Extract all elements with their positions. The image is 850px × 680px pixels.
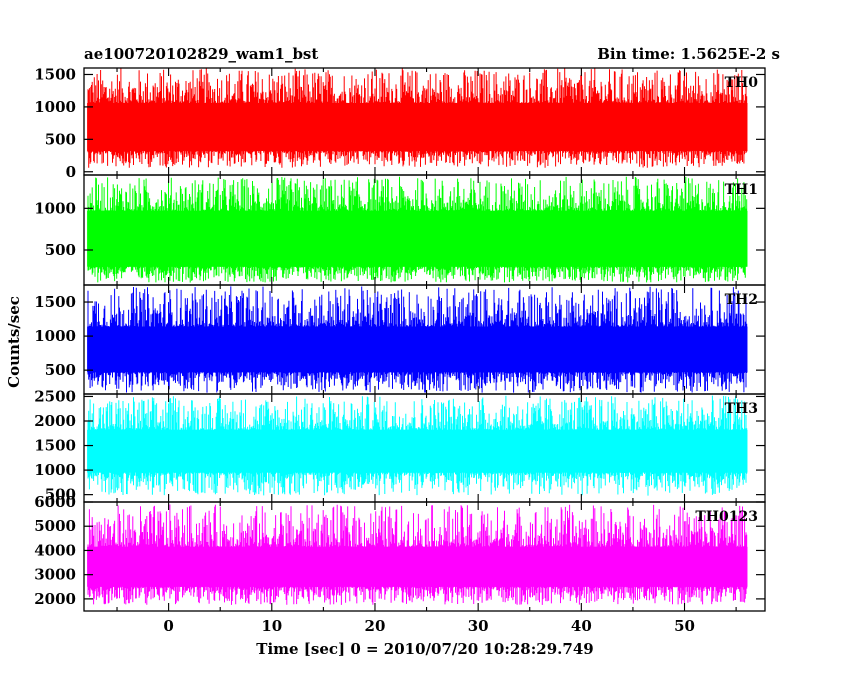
y-tick-label-TH0123: 5000: [34, 517, 76, 535]
y-tick-label-TH3: 1500: [34, 437, 76, 455]
y-tick-label-TH0123: 2000: [34, 590, 76, 608]
panel-label-TH2: TH2: [725, 292, 758, 308]
y-axis-label: Counts/sec: [5, 296, 23, 388]
y-tick-label-TH3: 500: [45, 486, 76, 504]
series-TH1-line: [87, 176, 748, 283]
y-tick-label-TH0123: 3000: [34, 566, 76, 584]
y-tick-label-TH3: 2000: [34, 412, 76, 430]
panel-TH0123-frame: [83, 501, 766, 612]
x-axis-label: Time [sec] 0 = 2010/07/20 10:28:29.749: [256, 640, 593, 658]
series-TH2-line: [87, 286, 748, 393]
y-tick-label-TH0: 1000: [34, 98, 76, 116]
series-TH0123-line: [87, 504, 748, 605]
series-TH3-line: [87, 395, 748, 496]
x-tick-label: 0: [163, 617, 173, 635]
y-tick-label-TH1: 500: [45, 241, 76, 259]
panel-label-TH3: TH3: [725, 401, 758, 417]
x-tick-label: 10: [261, 617, 282, 635]
panel-label-TH0: TH0: [725, 75, 759, 91]
y-tick-label-TH0: 0: [66, 163, 76, 181]
chart-title-left: ae100720102829_wam1_bst: [84, 45, 318, 63]
y-tick-label-TH1: 1000: [34, 199, 76, 217]
y-tick-label-TH0123: 6000: [34, 493, 76, 511]
y-tick-label-TH3: 2500: [34, 387, 76, 405]
chart-title-right: Bin time: 1.5625E-2 s: [597, 45, 780, 63]
series-TH0-line: [87, 68, 748, 168]
y-tick-label-TH0: 500: [45, 130, 76, 148]
x-tick-label: 20: [365, 617, 386, 635]
y-tick-label-TH2: 1000: [34, 327, 76, 345]
y-tick-label-TH0: 1500: [34, 65, 76, 83]
x-tick-label: 40: [571, 617, 592, 635]
y-tick-label-TH3: 1000: [34, 461, 76, 479]
panel-label-TH0123: TH0123: [695, 509, 758, 525]
x-tick-label: 50: [674, 617, 695, 635]
y-tick-label-TH0123: 4000: [34, 541, 76, 559]
panel-label-TH1: TH1: [725, 182, 758, 198]
x-tick-label: 30: [468, 617, 489, 635]
y-tick-label-TH2: 500: [45, 361, 76, 379]
y-tick-label-TH2: 1500: [34, 293, 76, 311]
